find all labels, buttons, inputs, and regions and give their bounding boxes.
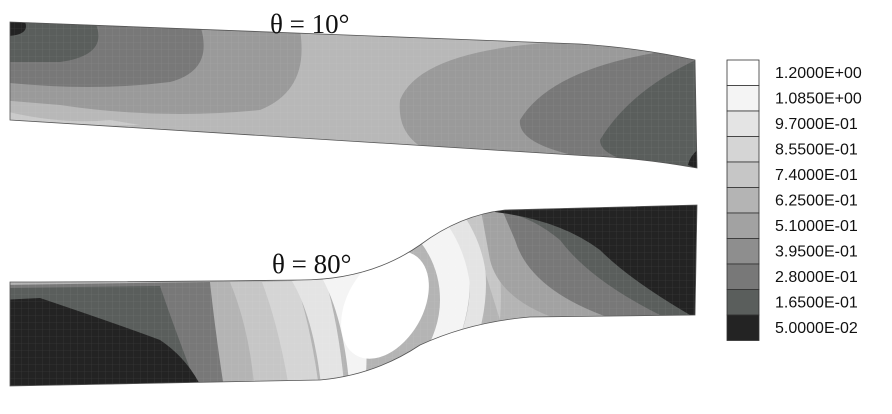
legend-label: 7.4000E-01 [775,167,858,184]
bottom-contour-plate [9,204,698,387]
legend-label: 1.6500E-01 [775,295,858,312]
legend-swatch [726,161,760,188]
legend-swatch [726,314,760,341]
legend-label: 6.2500E-01 [775,193,858,210]
legend-label: 5.0000E-02 [775,320,858,337]
legend-swatch [726,238,760,265]
legend-swatch [726,187,760,214]
legend-label: 1.0850E+00 [775,91,862,108]
legend-swatch [726,110,760,137]
legend-label: 2.8000E-01 [775,269,858,286]
legend-swatch [726,59,760,86]
legend-label: 9.7000E-01 [775,116,858,133]
legend-swatch [726,136,760,163]
legend-swatch [726,212,760,239]
top-contour-plate [9,21,698,169]
legend-label: 8.5500E-01 [775,142,858,159]
color-legend: 1.2000E+00 1.0850E+00 9.7000E-01 8.5500E-01… [726,59,862,341]
legend-label: 3.9500E-01 [775,244,858,261]
legend-swatch [726,289,760,316]
top-angle-label: θ = 10° [270,9,349,39]
legend-swatch [726,85,760,112]
legend-label: 1.2000E+00 [775,65,862,82]
bottom-angle-label: θ = 80° [272,249,351,279]
legend-swatch [726,263,760,290]
legend-label: 5.1000E-01 [775,218,858,235]
